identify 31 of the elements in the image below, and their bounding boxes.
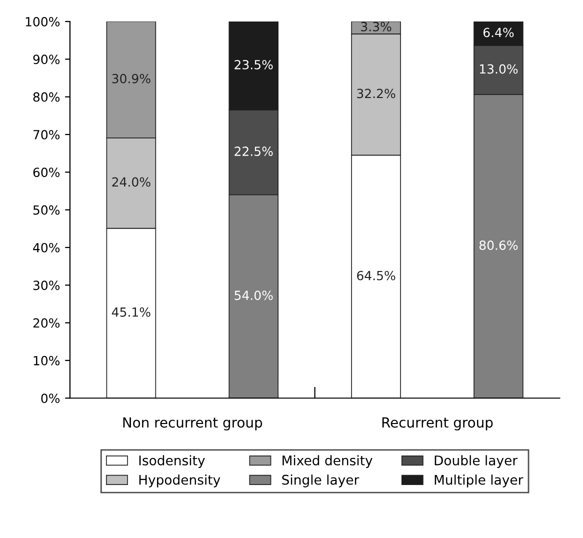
legend-label: Hypodensity [139,474,220,488]
data-label: 13.0% [480,64,518,74]
y-tick-label: 30% [33,280,60,290]
y-tick-label: 50% [33,205,60,215]
y-tick-label: 40% [33,242,60,252]
legend-label: Multiple layer [434,474,524,488]
y-tick-label: 100% [26,16,60,26]
y-tick-label: 0% [41,394,60,404]
data-label: 80.6% [479,240,518,250]
y-tick-label: 60% [33,168,60,178]
data-label: 3.3% [361,22,392,32]
data-label: 22.5% [234,146,273,156]
text: Recurrent group [382,417,493,430]
y-tick-label: 70% [33,130,60,140]
legend-label: Isodensity [139,455,205,468]
data-label: 64.5% [357,270,396,280]
data-label: 24.0% [112,177,150,187]
y-tick-label: 80% [33,92,60,102]
y-tick-label: 20% [33,318,60,328]
legend-label: Mixed density [282,455,372,468]
text: Non recurrent group [123,417,262,430]
data-label: 23.5% [234,60,273,70]
data-label: 6.4% [483,28,514,38]
data-label: 32.2% [357,88,396,98]
y-tick-label: 90% [33,54,60,64]
legend-label: Single layer [282,474,360,488]
data-label: 45.1% [112,307,150,317]
data-label: 30.9% [112,74,150,84]
legend-label: Double layer [434,455,518,468]
data-label: 54.0% [234,290,273,300]
y-tick-label: 10% [34,356,60,366]
